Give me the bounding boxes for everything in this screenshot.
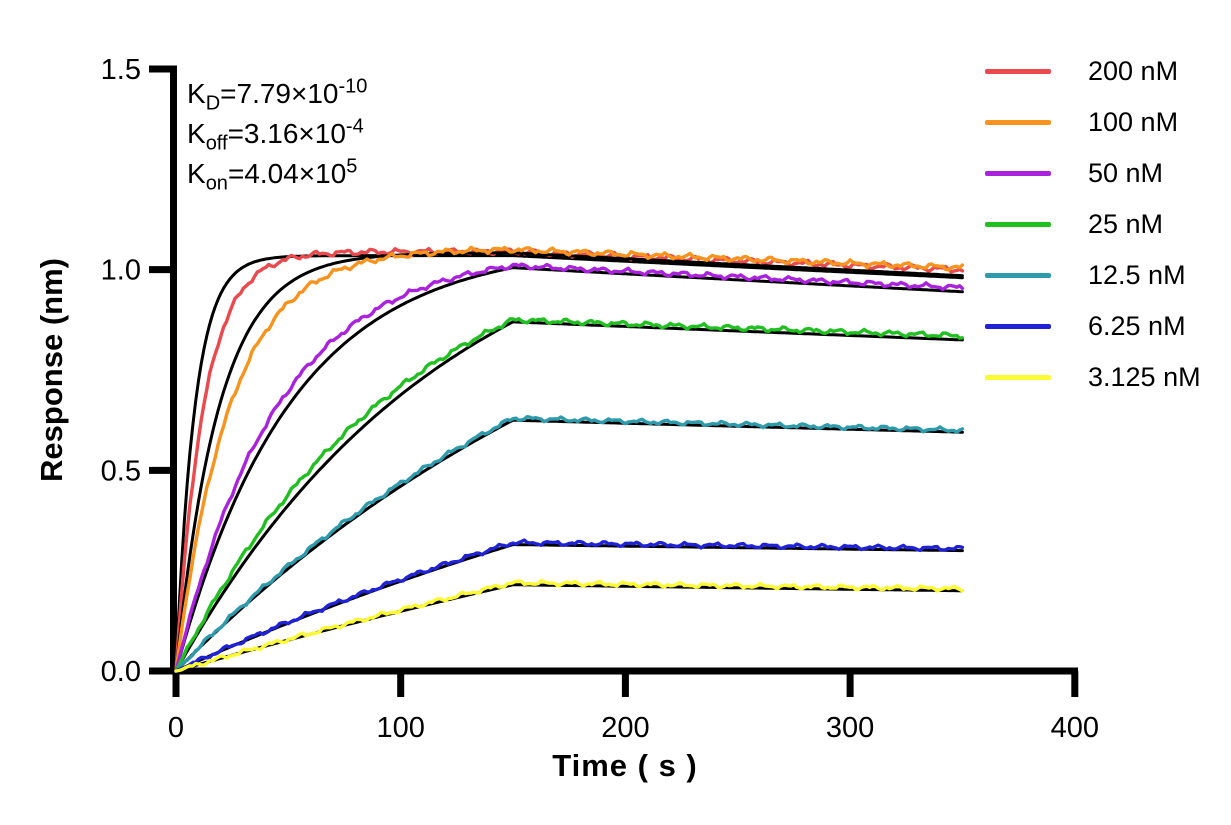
data-curve-3.125-nM xyxy=(174,579,965,673)
fit-curve-25-nM xyxy=(174,320,964,673)
legend-label: 50 nM xyxy=(1088,158,1164,188)
legend-label: 12.5 nM xyxy=(1088,260,1186,290)
kinetics-line-off: Koff=3.16×10-4 xyxy=(187,115,364,155)
legend-label: 6.25 nM xyxy=(1088,311,1186,341)
fit-curve-50-nM xyxy=(174,266,964,673)
fit-curve-100-nM xyxy=(174,251,964,673)
fit-curve-6.25-nM xyxy=(174,543,964,673)
data-curve-100-nM xyxy=(174,245,965,673)
legend-label: 100 nM xyxy=(1088,107,1179,137)
x-tick-label: 200 xyxy=(601,712,649,744)
legend-item-50-nM: 50 nM xyxy=(985,148,1201,199)
data-curve-12.5-nM xyxy=(174,415,965,673)
legend-item-12.5-nM: 12.5 nM xyxy=(985,250,1201,301)
legend-item-200-nM: 200 nM xyxy=(985,46,1201,97)
y-tick-label: 1.0 xyxy=(101,255,141,287)
legend-label: 25 nM xyxy=(1088,209,1164,239)
x-axis-title: Time ( s ) xyxy=(552,748,698,783)
fit-curve-200-nM xyxy=(174,254,964,673)
legend-label: 200 nM xyxy=(1088,56,1179,86)
x-tick-label: 100 xyxy=(377,712,425,744)
legend: 200 nM 100 nM 50 nM 25 nM 12.5 nM 6.25 nM 3.12… xyxy=(985,46,1201,403)
legend-swatch xyxy=(985,222,1051,227)
legend-swatch xyxy=(985,69,1051,74)
y-tick-label: 0.0 xyxy=(101,656,141,688)
legend-swatch xyxy=(985,375,1051,380)
kinetics-line-on: Kon=4.04×105 xyxy=(187,155,358,195)
data-curve-50-nM xyxy=(174,262,965,673)
x-tick-label: 0 xyxy=(168,712,184,744)
legend-item-100-nM: 100 nM xyxy=(985,97,1201,148)
fit-curve-3.125-nM xyxy=(174,583,964,673)
x-tick-label: 400 xyxy=(1051,712,1099,744)
legend-swatch xyxy=(985,120,1051,125)
legend-swatch xyxy=(985,171,1051,176)
legend-swatch xyxy=(985,273,1051,278)
legend-item-3.125-nM: 3.125 nM xyxy=(985,352,1201,403)
legend-item-6.25-nM: 6.25 nM xyxy=(985,301,1201,352)
data-curve-25-nM xyxy=(174,317,965,673)
data-curve-6.25-nM xyxy=(174,538,965,673)
legend-swatch xyxy=(985,324,1051,329)
data-curve-200-nM xyxy=(174,246,965,673)
y-tick-label: 0.5 xyxy=(101,455,141,487)
x-tick-label: 300 xyxy=(826,712,874,744)
legend-label: 3.125 nM xyxy=(1088,362,1201,392)
kinetics-line-D: KD=7.79×10-10 xyxy=(187,75,368,115)
y-axis-title: Response (nm) xyxy=(34,258,69,482)
y-tick-label: 1.5 xyxy=(101,54,141,86)
kinetics-annotation: KD=7.79×10-10 Koff=3.16×10-4 Kon=4.04×105 xyxy=(187,74,367,194)
legend-item-25-nM: 25 nM xyxy=(985,199,1201,250)
